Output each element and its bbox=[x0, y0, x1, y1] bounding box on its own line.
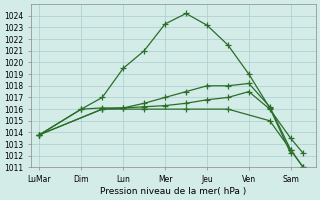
X-axis label: Pression niveau de la mer( hPa ): Pression niveau de la mer( hPa ) bbox=[100, 187, 247, 196]
